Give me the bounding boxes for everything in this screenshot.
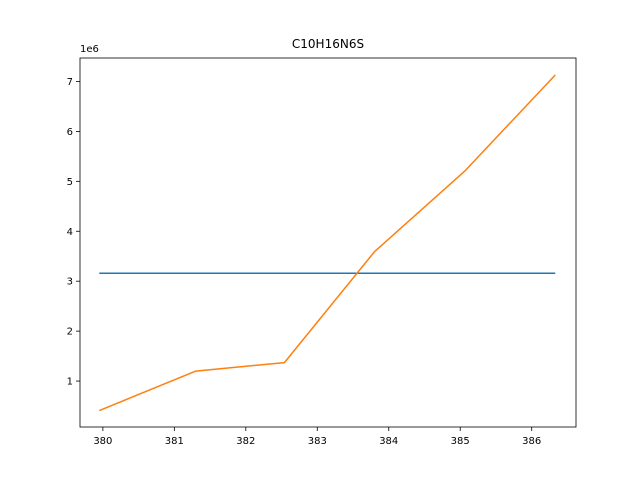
y-axis: 1 2 3 4 5 6 7	[67, 77, 80, 388]
x-tick-label: 380	[93, 436, 112, 447]
x-tick-label: 384	[379, 436, 398, 447]
x-tick-label: 381	[165, 436, 184, 447]
x-tick-label: 382	[236, 436, 255, 447]
x-tick-label: 385	[451, 436, 470, 447]
y-tick-label: 4	[67, 227, 73, 238]
plot-area	[79, 57, 577, 428]
series-layer	[99, 74, 556, 412]
plot-frame	[79, 57, 577, 428]
y-tick-label: 2	[67, 327, 73, 338]
y-tick-label: 7	[67, 77, 73, 88]
y-tick-label: 1	[67, 377, 73, 388]
y-tick-label: 5	[67, 177, 73, 188]
y-tick-label: 3	[67, 277, 73, 288]
chart-title: C10H16N6S	[292, 37, 364, 51]
y-tick-label: 6	[67, 127, 73, 138]
y-axis-offset-label: 1e6	[80, 44, 99, 55]
x-axis: 380 381 382 383 384 385 386	[93, 427, 541, 447]
x-tick-label: 386	[522, 436, 541, 447]
x-tick-label: 383	[308, 436, 327, 447]
series-line-1	[99, 74, 556, 412]
